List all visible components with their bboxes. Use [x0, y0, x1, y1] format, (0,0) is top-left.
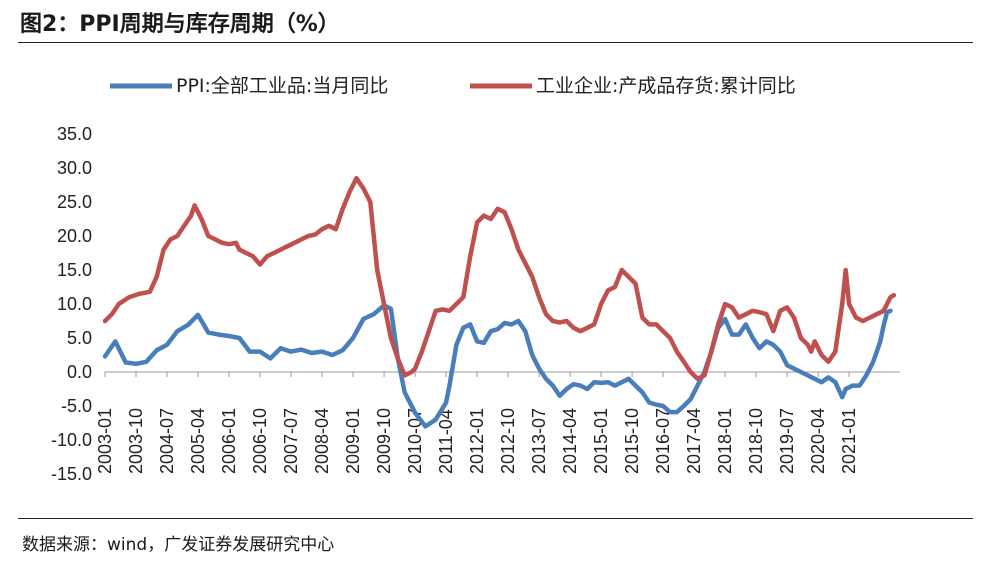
series-line-inventory — [102, 175, 897, 382]
x-tick-label: 2007-07 — [281, 408, 301, 474]
x-tick-label: 2008-04 — [312, 408, 332, 474]
x-tick-label: 2010-07 — [405, 408, 425, 474]
x-tick-label: 2018-01 — [715, 408, 735, 474]
x-tick-label: 2019-07 — [777, 408, 797, 474]
x-tick-label: 2003-10 — [126, 408, 146, 474]
y-tick-label: 5.0 — [67, 328, 92, 348]
legend-label-inventory: 工业企业:产成品存货:累计同比 — [536, 75, 796, 97]
y-tick-label: 20.0 — [57, 226, 92, 246]
y-tick-label: 15.0 — [57, 260, 92, 280]
y-tick-label: 10.0 — [57, 294, 92, 314]
y-tick-label: -10.0 — [51, 430, 92, 450]
data-source-note: 数据来源：wind，广发证券发展研究中心 — [22, 535, 335, 555]
x-tick-label: 2012-01 — [467, 408, 487, 474]
chart-legend: PPI:全部工业品:当月同比 工业企业:产成品存货:累计同比 — [110, 75, 796, 97]
x-tick-label: 2018-10 — [746, 408, 766, 474]
y-tick-label: -5.0 — [61, 396, 92, 416]
x-tick-label: 2013-07 — [529, 408, 549, 474]
x-tick-label: 2020-04 — [808, 408, 828, 474]
x-tick-label: 2006-01 — [219, 408, 239, 474]
y-tick-label: 0.0 — [67, 362, 92, 382]
y-tick-label: 25.0 — [57, 192, 92, 212]
x-tick-label: 2012-10 — [498, 408, 518, 474]
series-lines — [102, 175, 897, 429]
x-tick-label: 2016-07 — [653, 408, 673, 474]
y-tick-label: -15.0 — [51, 464, 92, 484]
legend-label-ppi: PPI:全部工业品:当月同比 — [176, 75, 388, 97]
bottom-divider — [18, 518, 973, 519]
x-tick-label: 2021-01 — [839, 408, 859, 474]
series-line-ppi — [102, 303, 893, 429]
y-tick-label: 30.0 — [57, 158, 92, 178]
figure-title: 图2：PPI周期与库存周期（%） — [20, 12, 340, 37]
x-tick-label: 2015-10 — [622, 408, 642, 474]
x-tick-label: 2014-04 — [560, 408, 580, 474]
top-divider — [18, 42, 973, 43]
x-tick-label: 2004-07 — [157, 408, 177, 474]
y-tick-label: 35.0 — [57, 124, 92, 144]
x-tick-label: 2009-10 — [374, 408, 394, 474]
x-tick-label: 2003-01 — [95, 408, 115, 474]
x-tick-label: 2006-10 — [250, 408, 270, 474]
x-axis: 2003-01 2003-10 2004-07 2005-04 2006-01 2006-… — [95, 372, 859, 474]
x-tick-label: 2017-04 — [684, 408, 704, 474]
x-tick-label: 2015-01 — [591, 408, 611, 474]
y-axis: 35.0 30.0 25.0 20.0 15.0 10.0 5.0 0.0 -5.0 -10.0 -… — [51, 124, 92, 484]
x-tick-label: 2011-04 — [436, 409, 456, 474]
x-tick-label: 2009-01 — [343, 408, 363, 474]
x-tick-label: 2005-04 — [188, 408, 208, 474]
